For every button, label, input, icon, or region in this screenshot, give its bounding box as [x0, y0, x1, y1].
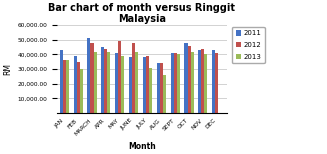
Bar [184, 43, 187, 113]
Bar [204, 54, 208, 113]
Bar [107, 51, 111, 113]
Bar [198, 50, 201, 113]
Bar [94, 51, 96, 113]
Bar [121, 56, 124, 113]
Bar [129, 57, 132, 113]
Bar [74, 56, 77, 113]
Bar [146, 56, 149, 113]
Bar [177, 54, 180, 113]
Bar [87, 38, 91, 113]
X-axis label: Month: Month [128, 142, 156, 151]
Bar [157, 63, 160, 113]
Bar [187, 46, 191, 113]
Title: Bar chart of month versus Ringgit
Malaysia: Bar chart of month versus Ringgit Malays… [48, 3, 235, 24]
Bar [149, 68, 152, 113]
Bar [118, 41, 121, 113]
Bar [212, 50, 215, 113]
Bar [104, 49, 107, 113]
Bar [80, 69, 83, 113]
Bar [91, 43, 94, 113]
Bar [174, 53, 177, 113]
Bar [77, 62, 80, 113]
Bar [115, 53, 118, 113]
Legend: 2011, 2012, 2013: 2011, 2012, 2013 [232, 27, 265, 63]
Bar [101, 47, 104, 113]
Bar [135, 51, 138, 113]
Bar [132, 43, 135, 113]
Bar [160, 63, 163, 113]
Bar [215, 53, 218, 113]
Bar [63, 60, 66, 113]
Y-axis label: RM: RM [3, 63, 12, 75]
Bar [60, 50, 63, 113]
Bar [143, 57, 146, 113]
Bar [171, 53, 174, 113]
Bar [66, 60, 69, 113]
Bar [201, 49, 204, 113]
Bar [191, 51, 194, 113]
Bar [163, 75, 166, 113]
